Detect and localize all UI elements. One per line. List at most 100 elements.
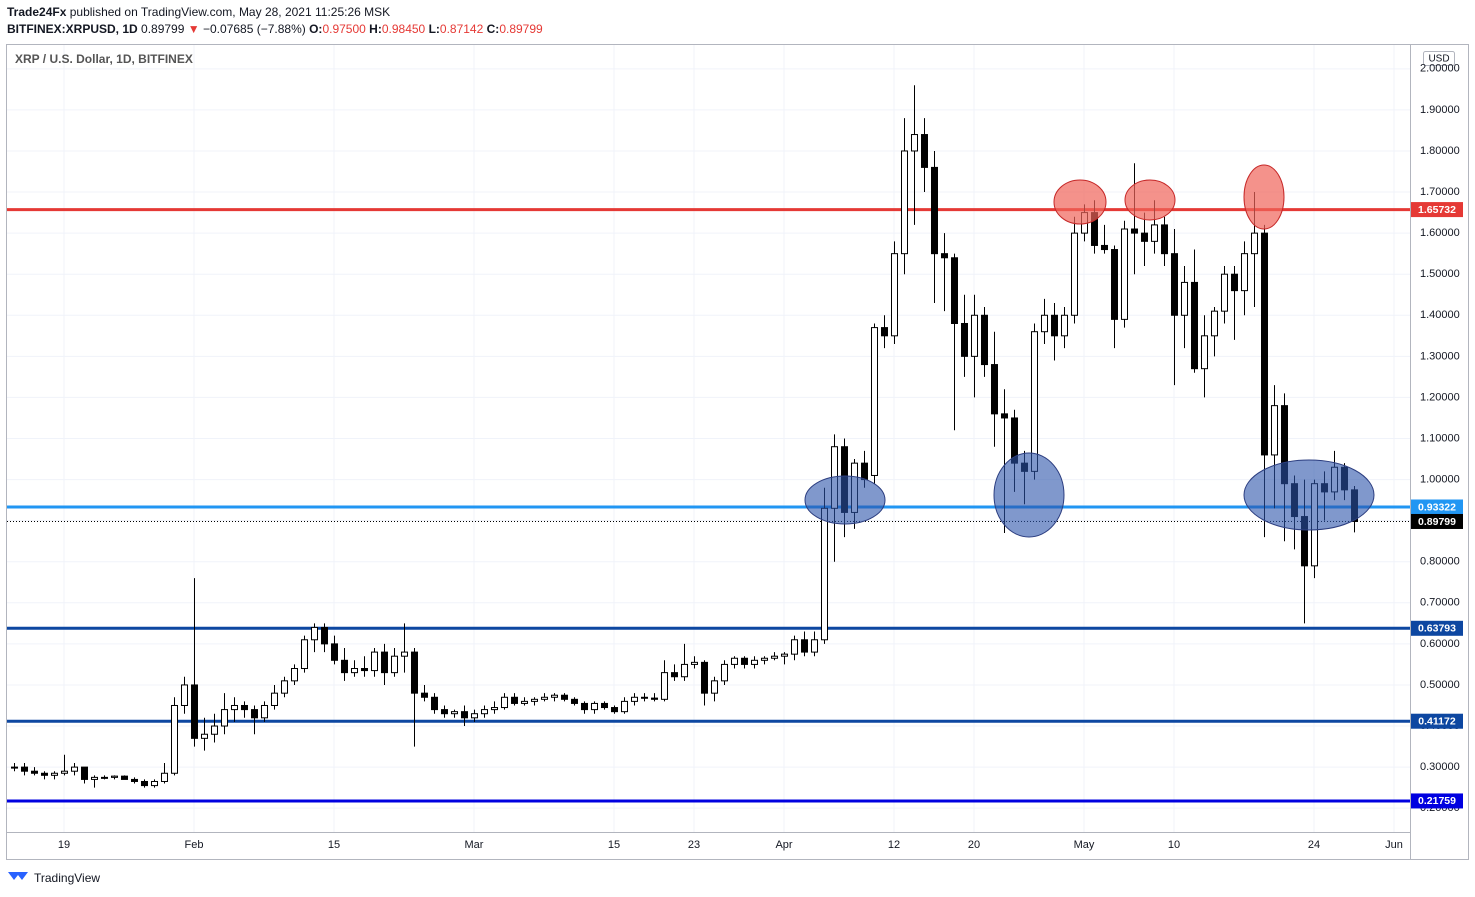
chart-title: XRP / U.S. Dollar, 1D, BITFINEX: [15, 52, 193, 66]
candle-body: [741, 657, 748, 665]
candle-body: [1071, 232, 1078, 316]
price-tag: [1411, 513, 1463, 529]
candle-body: [1161, 224, 1168, 255]
candle-body: [1251, 232, 1258, 255]
y-tick-label: 1.10000: [1420, 432, 1460, 444]
candle-body: [121, 775, 128, 780]
candle-body: [291, 668, 298, 682]
candle-body: [241, 704, 248, 711]
candle-body: [711, 680, 718, 694]
candle-body: [681, 663, 688, 678]
frame: [6, 44, 1469, 860]
last: 0.89799: [141, 22, 185, 36]
candle-body: [101, 776, 108, 779]
candle-body: [881, 327, 888, 337]
candle-body: [1051, 314, 1058, 337]
candle-body: [551, 694, 558, 698]
y-tick-label: 1.00000: [1420, 473, 1460, 485]
price-tag: [1411, 499, 1463, 515]
footer-brand: TradingView: [34, 871, 100, 885]
candle-body: [781, 653, 788, 657]
resistance-ellipse: [1124, 179, 1176, 221]
support-ellipse: [1243, 459, 1375, 531]
candle-body: [411, 651, 418, 694]
y-tick-label: 1.50000: [1420, 268, 1460, 280]
candle-body: [1181, 281, 1188, 316]
candle-body: [31, 770, 38, 774]
x-tick-label: 19: [58, 839, 70, 851]
candle-body: [811, 639, 818, 653]
candle-body: [361, 668, 368, 672]
candle-body: [701, 661, 708, 694]
price-tag-label: 0.93322: [1418, 501, 1456, 513]
candle-body: [131, 778, 138, 782]
candle-body: [981, 314, 988, 366]
candle-body: [1261, 232, 1268, 456]
candle-body: [951, 257, 958, 324]
candle-body: [511, 696, 518, 704]
x-tick-label: Mar: [465, 839, 484, 851]
candle-body: [141, 780, 148, 787]
tv-logo: [8, 872, 28, 880]
y-tick-label: 1.60000: [1420, 227, 1460, 239]
y-tick-label: 1.40000: [1420, 309, 1460, 321]
candle-body: [401, 651, 408, 657]
publisher: Trade24Fx: [7, 5, 67, 19]
candle-body: [71, 766, 78, 772]
candle-body: [861, 462, 868, 481]
candle-body: [721, 663, 728, 682]
candle-body: [991, 364, 998, 415]
candle-body: [301, 639, 308, 670]
candle-body: [11, 766, 18, 769]
x-tick-label: 15: [328, 839, 340, 851]
candle-body: [891, 253, 898, 337]
candle-body: [641, 696, 648, 699]
y-tick-label: 1.20000: [1420, 391, 1460, 403]
resistance-ellipse: [1243, 164, 1285, 230]
candle-body: [911, 134, 918, 152]
candle-body: [761, 657, 768, 661]
candle-body: [311, 626, 318, 641]
candle-body: [451, 711, 458, 715]
candle-body: [1221, 273, 1228, 312]
candle-body: [281, 680, 288, 694]
candle-body: [1151, 224, 1158, 242]
candle-body: [1241, 253, 1248, 292]
candle-body: [461, 711, 468, 719]
candle-body: [431, 696, 438, 711]
candle-body: [621, 700, 628, 713]
l: 0.87142: [439, 22, 484, 36]
candle-body: [491, 707, 498, 711]
candle-body: [81, 766, 88, 780]
price-tag-label: 0.63793: [1418, 623, 1456, 635]
candle-body: [231, 704, 238, 711]
x-tick-label: 23: [688, 839, 700, 851]
candle-body: [331, 643, 338, 661]
published: published on TradingView.com, May 28, 20…: [69, 5, 391, 19]
axis-labels: 0.200000.300000.400000.500000.600000.700…: [58, 63, 1463, 851]
candle-body: [671, 672, 678, 678]
candle-body: [351, 668, 358, 674]
candle-body: [1041, 314, 1048, 333]
candle-body: [161, 772, 168, 782]
candle-body: [181, 684, 188, 706]
candle-body: [931, 166, 938, 255]
candle-body: [691, 661, 698, 665]
candle-body: [581, 702, 588, 711]
candle-body: [631, 696, 638, 702]
price-tag: [1411, 202, 1463, 218]
y-tick-label: 1.70000: [1420, 186, 1460, 198]
candle-body: [201, 733, 208, 739]
candle-body: [441, 709, 448, 715]
candle-body: [1031, 331, 1038, 472]
price-tag: [1411, 713, 1463, 729]
y-tick-label: 0.30000: [1420, 761, 1460, 773]
candle-body: [571, 698, 578, 704]
arrow: ▼: [187, 22, 200, 36]
candle-body: [1171, 253, 1178, 316]
candle-body: [941, 253, 948, 259]
candle-body: [341, 659, 348, 674]
candle-body: [211, 725, 218, 735]
